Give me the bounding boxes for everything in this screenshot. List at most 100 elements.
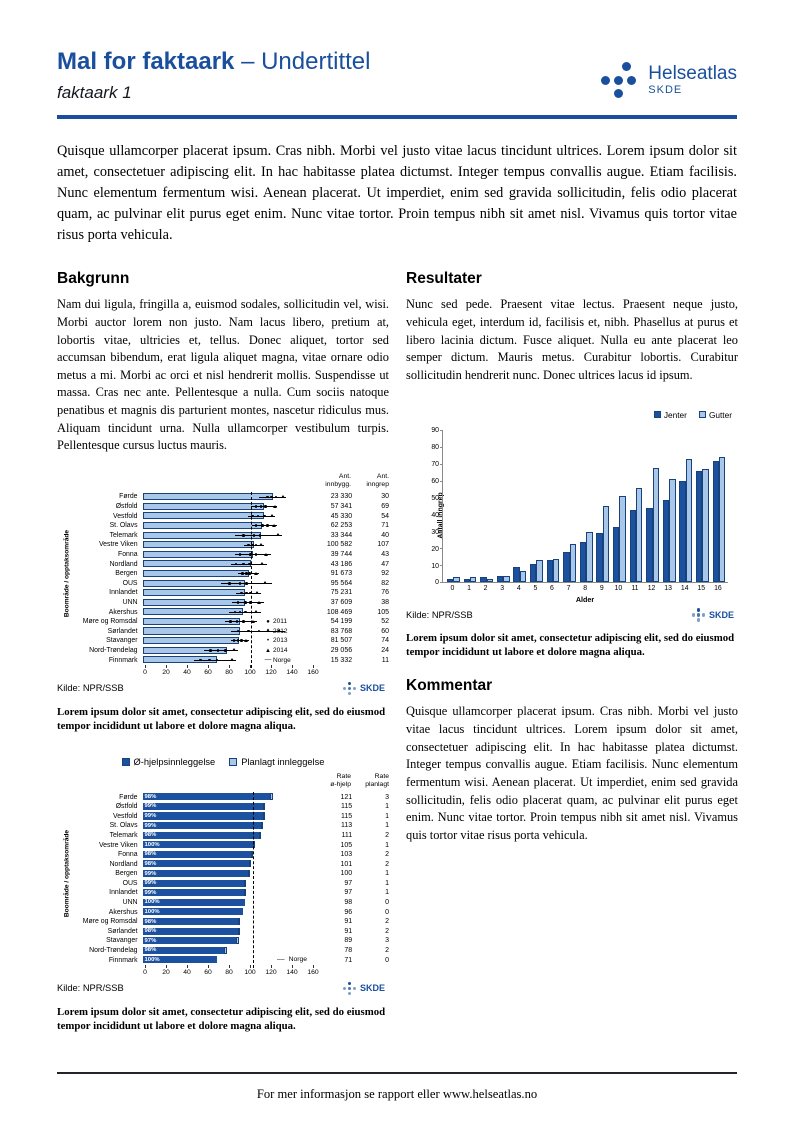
planlagt-bar xyxy=(244,879,247,887)
planlagt-bar xyxy=(238,927,241,935)
resultater-heading: Resultater xyxy=(406,270,482,288)
legend-item: Ø-hjelpsinnleggelse xyxy=(121,756,216,767)
chart2-row-plot: 98% xyxy=(142,946,306,956)
percent-label: 99% xyxy=(144,803,157,810)
planlagt-bar xyxy=(238,917,241,926)
chart1-row-plot xyxy=(142,531,306,541)
rate-bar xyxy=(142,598,246,606)
jenter-bar xyxy=(480,577,487,583)
planlagt-bar xyxy=(261,822,264,830)
title-main: Mal for faktaark xyxy=(57,48,235,75)
axis-tick-label: 100 xyxy=(244,668,256,676)
jenter-bar xyxy=(546,560,553,583)
error-bar xyxy=(235,592,262,594)
cell-ant-inngrep: 38 xyxy=(381,599,389,606)
rate-bar xyxy=(142,493,273,501)
axis-tick xyxy=(208,664,209,668)
error-bar xyxy=(193,659,236,661)
legend-label: 2011 xyxy=(273,618,287,626)
region-label: Vestre Viken xyxy=(98,541,138,549)
region-label: Fonna xyxy=(117,551,138,559)
planlagt-bar xyxy=(244,889,247,897)
cell-rate-planlagt: 2 xyxy=(385,860,389,868)
chart2-x-axis: 0 20 40 60 80 100 120 140 160 xyxy=(143,964,319,978)
legend-label: Gutter xyxy=(708,410,732,421)
year-marker xyxy=(244,601,247,604)
cell-ant-inngrep: 71 xyxy=(381,522,389,530)
year-marker xyxy=(263,581,268,585)
cell-ant-inngrep: 69 xyxy=(381,503,389,511)
chart2-y-axis-label: Boområde / opptaksområde xyxy=(63,830,71,918)
axis-tick xyxy=(313,664,314,668)
cell-rate-ohjelp: 91 xyxy=(344,918,353,926)
y-axis-tick xyxy=(440,548,443,550)
chart1-row: Nord-Trøndelag 29 056 24 xyxy=(57,646,389,656)
cell-ant-innbygg: 108 469 xyxy=(326,608,353,616)
chart3-x-axis-label: Alder xyxy=(575,595,595,605)
legend-marker: • xyxy=(266,637,270,644)
legend-label: Ø-hjelpsinnleggelse xyxy=(133,756,216,767)
helseatlas-dots-icon xyxy=(599,60,639,100)
jenter-bar xyxy=(513,567,520,583)
age-distribution-chart: Jenter Gutter Antall inngrep 0 10 20 30 40 50 60 7… xyxy=(406,410,738,622)
error-bar xyxy=(225,621,257,623)
cell-rate-planlagt: 1 xyxy=(385,841,389,849)
chart1-row-plot xyxy=(142,579,306,589)
chart2-legend: Ø-hjelpsinnleggelse Planlagt innleggelse xyxy=(57,757,389,767)
chart3-footer: Kilde: NPR/SSB SKDE xyxy=(406,608,738,622)
jenter-bar xyxy=(447,579,454,583)
region-label: Nord-Trøndelag xyxy=(89,646,138,654)
year-marker xyxy=(274,495,278,499)
chart2-row-plot: 100% xyxy=(142,955,306,965)
cell-ant-inngrep: 74 xyxy=(381,637,389,645)
year-marker xyxy=(254,543,258,547)
norge-legend: –– Norge xyxy=(277,956,307,963)
cell-rate-planlagt: 0 xyxy=(385,908,389,916)
legend-marker: ♦ xyxy=(266,628,270,635)
cell-rate-ohjelp: 97 xyxy=(344,879,353,887)
region-label: Stavanger xyxy=(106,937,138,945)
cell-ant-innbygg: 62 253 xyxy=(330,522,353,530)
planlagt-bar xyxy=(263,812,266,820)
legend-swatch xyxy=(653,411,661,419)
year-marker xyxy=(238,553,242,556)
cell-ant-innbygg: 95 564 xyxy=(330,579,353,587)
cell-rate-planlagt: 2 xyxy=(385,927,389,935)
chart2-row: Østfold 99% 115 1 xyxy=(57,802,389,812)
cell-ant-innbygg: 57 341 xyxy=(330,503,353,511)
year-marker xyxy=(254,505,258,508)
region-label: Møre og Romsdal xyxy=(82,618,138,626)
year-marker xyxy=(244,638,249,642)
jenter-bar xyxy=(596,533,603,583)
age-group xyxy=(579,531,593,583)
age-group xyxy=(546,558,560,583)
chart1-row-plot xyxy=(142,617,306,627)
region-label: Telemark xyxy=(109,531,138,539)
chart2-row: St. Olavs 99% 113 1 xyxy=(57,821,389,831)
x-tick-label: 5 xyxy=(533,585,538,593)
cell-ant-inngrep: 107 xyxy=(377,541,389,549)
year-marker xyxy=(259,542,264,546)
region-label: Telemark xyxy=(109,831,138,839)
year-marker xyxy=(269,514,274,518)
chart2-row-plot: 99% xyxy=(142,802,306,812)
ohjelp-bar: 98% xyxy=(142,850,251,858)
norge-dash: –– xyxy=(277,956,285,964)
legend-item: ▲ 2014 xyxy=(263,646,315,656)
gutter-bar xyxy=(469,577,477,583)
axis-tick xyxy=(208,964,209,968)
error-bar xyxy=(231,602,265,604)
year-marker xyxy=(232,639,236,643)
axis-tick-label: 140 xyxy=(286,668,298,676)
year-marker xyxy=(251,514,255,518)
y-axis-tick-label: 30 xyxy=(431,528,439,536)
axis-tick xyxy=(313,964,314,968)
bakgrunn-heading: Bakgrunn xyxy=(57,270,130,288)
year-marker xyxy=(247,629,250,633)
year-marker xyxy=(260,562,265,566)
jenter-bar xyxy=(612,526,620,583)
chart1-row: Nordland 43 186 47 xyxy=(57,559,389,569)
year-marker xyxy=(281,494,286,498)
age-group xyxy=(480,577,493,583)
legend-item: ● 2011 xyxy=(263,617,315,627)
